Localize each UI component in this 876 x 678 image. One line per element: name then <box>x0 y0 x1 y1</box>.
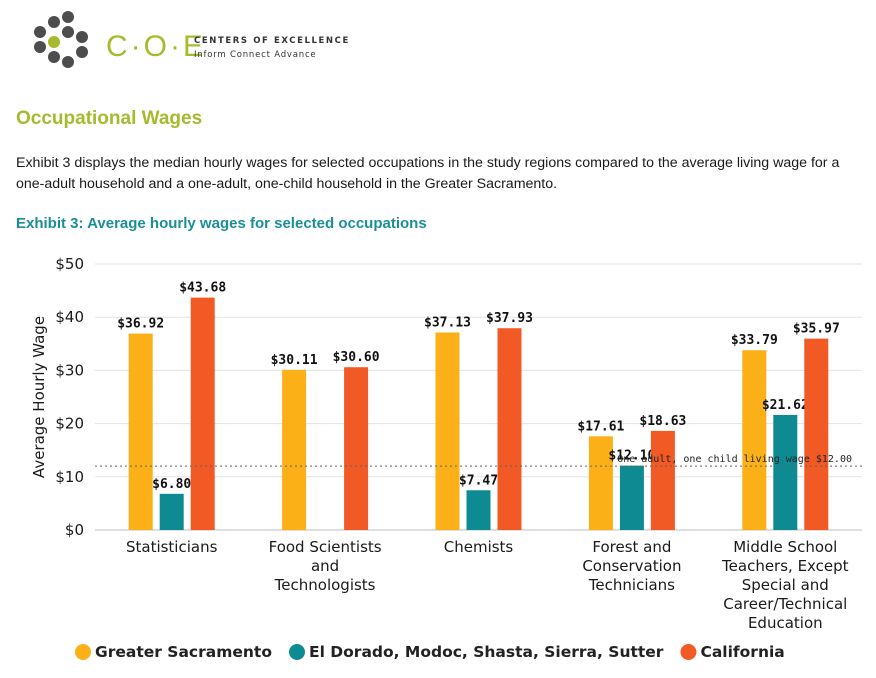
x-category-label: Forest and <box>592 538 671 556</box>
bar <box>619 465 644 530</box>
bar-value-label: $37.93 <box>486 311 533 326</box>
x-category-label: and <box>311 557 339 575</box>
bar-value-label: $12.10 <box>608 449 655 464</box>
legend-marker <box>75 644 91 660</box>
bar-value-label: $6.80 <box>152 477 191 492</box>
x-category-label: Chemists <box>444 538 514 556</box>
bar-value-label: $21.62 <box>762 398 809 413</box>
bar-value-label: $17.61 <box>577 419 624 434</box>
section-title: Occupational Wages <box>16 108 203 129</box>
x-category-label: Technicians <box>588 576 675 594</box>
coe-logo-dots-icon <box>34 11 88 68</box>
x-category-label: Career/Technical <box>723 595 847 613</box>
x-category-label: Teachers, Except <box>721 557 849 575</box>
y-tick-label: $10 <box>55 468 84 486</box>
bar <box>588 436 613 530</box>
y-tick-label: $30 <box>55 361 84 379</box>
x-category-label: Technologists <box>274 576 376 594</box>
bar-value-label: $33.79 <box>731 333 778 348</box>
x-category-label: Conservation <box>582 557 681 575</box>
x-category-label: Middle School <box>733 538 837 556</box>
wage-bar-chart: $0 $10 $20 $30 $40 $50 Average Hourly Wage $36.… <box>30 255 862 661</box>
bar-value-label: $43.68 <box>179 281 226 296</box>
bar <box>742 350 767 530</box>
legend-marker <box>288 644 305 660</box>
y-tick-label: $50 <box>55 255 84 273</box>
coe-org-name: CENTERS OF EXCELLENCE <box>194 36 350 46</box>
y-axis-label: Average Hourly Wage <box>30 316 48 478</box>
bar <box>804 338 829 530</box>
y-tick-label: $40 <box>55 308 84 326</box>
bar <box>497 328 522 530</box>
legend-label: El Dorado, Modoc, Shasta, Sierra, Sutter <box>309 643 664 661</box>
legend-label: California <box>700 643 784 661</box>
y-tick-label: $0 <box>65 521 84 539</box>
x-category-label: Education <box>748 614 823 632</box>
legend-label: Greater Sacramento <box>95 643 272 661</box>
bar-value-label: $37.13 <box>424 315 471 330</box>
bar-value-label: $30.11 <box>271 353 318 368</box>
bar <box>282 369 307 530</box>
bar-value-label: $36.92 <box>117 317 164 332</box>
bar <box>159 493 184 530</box>
coe-logo-wordmark: C·O·E <box>106 30 206 63</box>
x-category-label: Special and <box>742 576 829 594</box>
coe-tagline: Inform Connect Advance <box>194 50 316 60</box>
x-category-label: Statisticians <box>126 538 218 556</box>
bar-value-label: $30.60 <box>333 350 380 365</box>
bar <box>435 332 460 530</box>
bar-value-label: $7.47 <box>459 473 498 488</box>
intro-paragraph: Exhibit 3 displays the median hourly wag… <box>16 155 840 192</box>
bar <box>773 414 798 530</box>
bar <box>650 430 675 530</box>
bar <box>344 367 369 530</box>
exhibit-title: Exhibit 3: Average hourly wages for sele… <box>16 215 427 232</box>
bar <box>466 490 491 530</box>
legend-marker <box>680 644 697 660</box>
bar-value-label: $18.63 <box>639 414 686 429</box>
coe-logo: C·O·E CENTERS OF EXCELLENCE Inform Conne… <box>34 11 350 68</box>
bar <box>128 333 153 530</box>
bar-value-label: $35.97 <box>793 322 840 337</box>
bar <box>190 297 215 530</box>
y-tick-label: $20 <box>55 415 84 433</box>
x-category-label: Food Scientists <box>269 538 382 556</box>
living-wage-reference-label: One adult, one child living wage $12.00 <box>617 454 852 465</box>
